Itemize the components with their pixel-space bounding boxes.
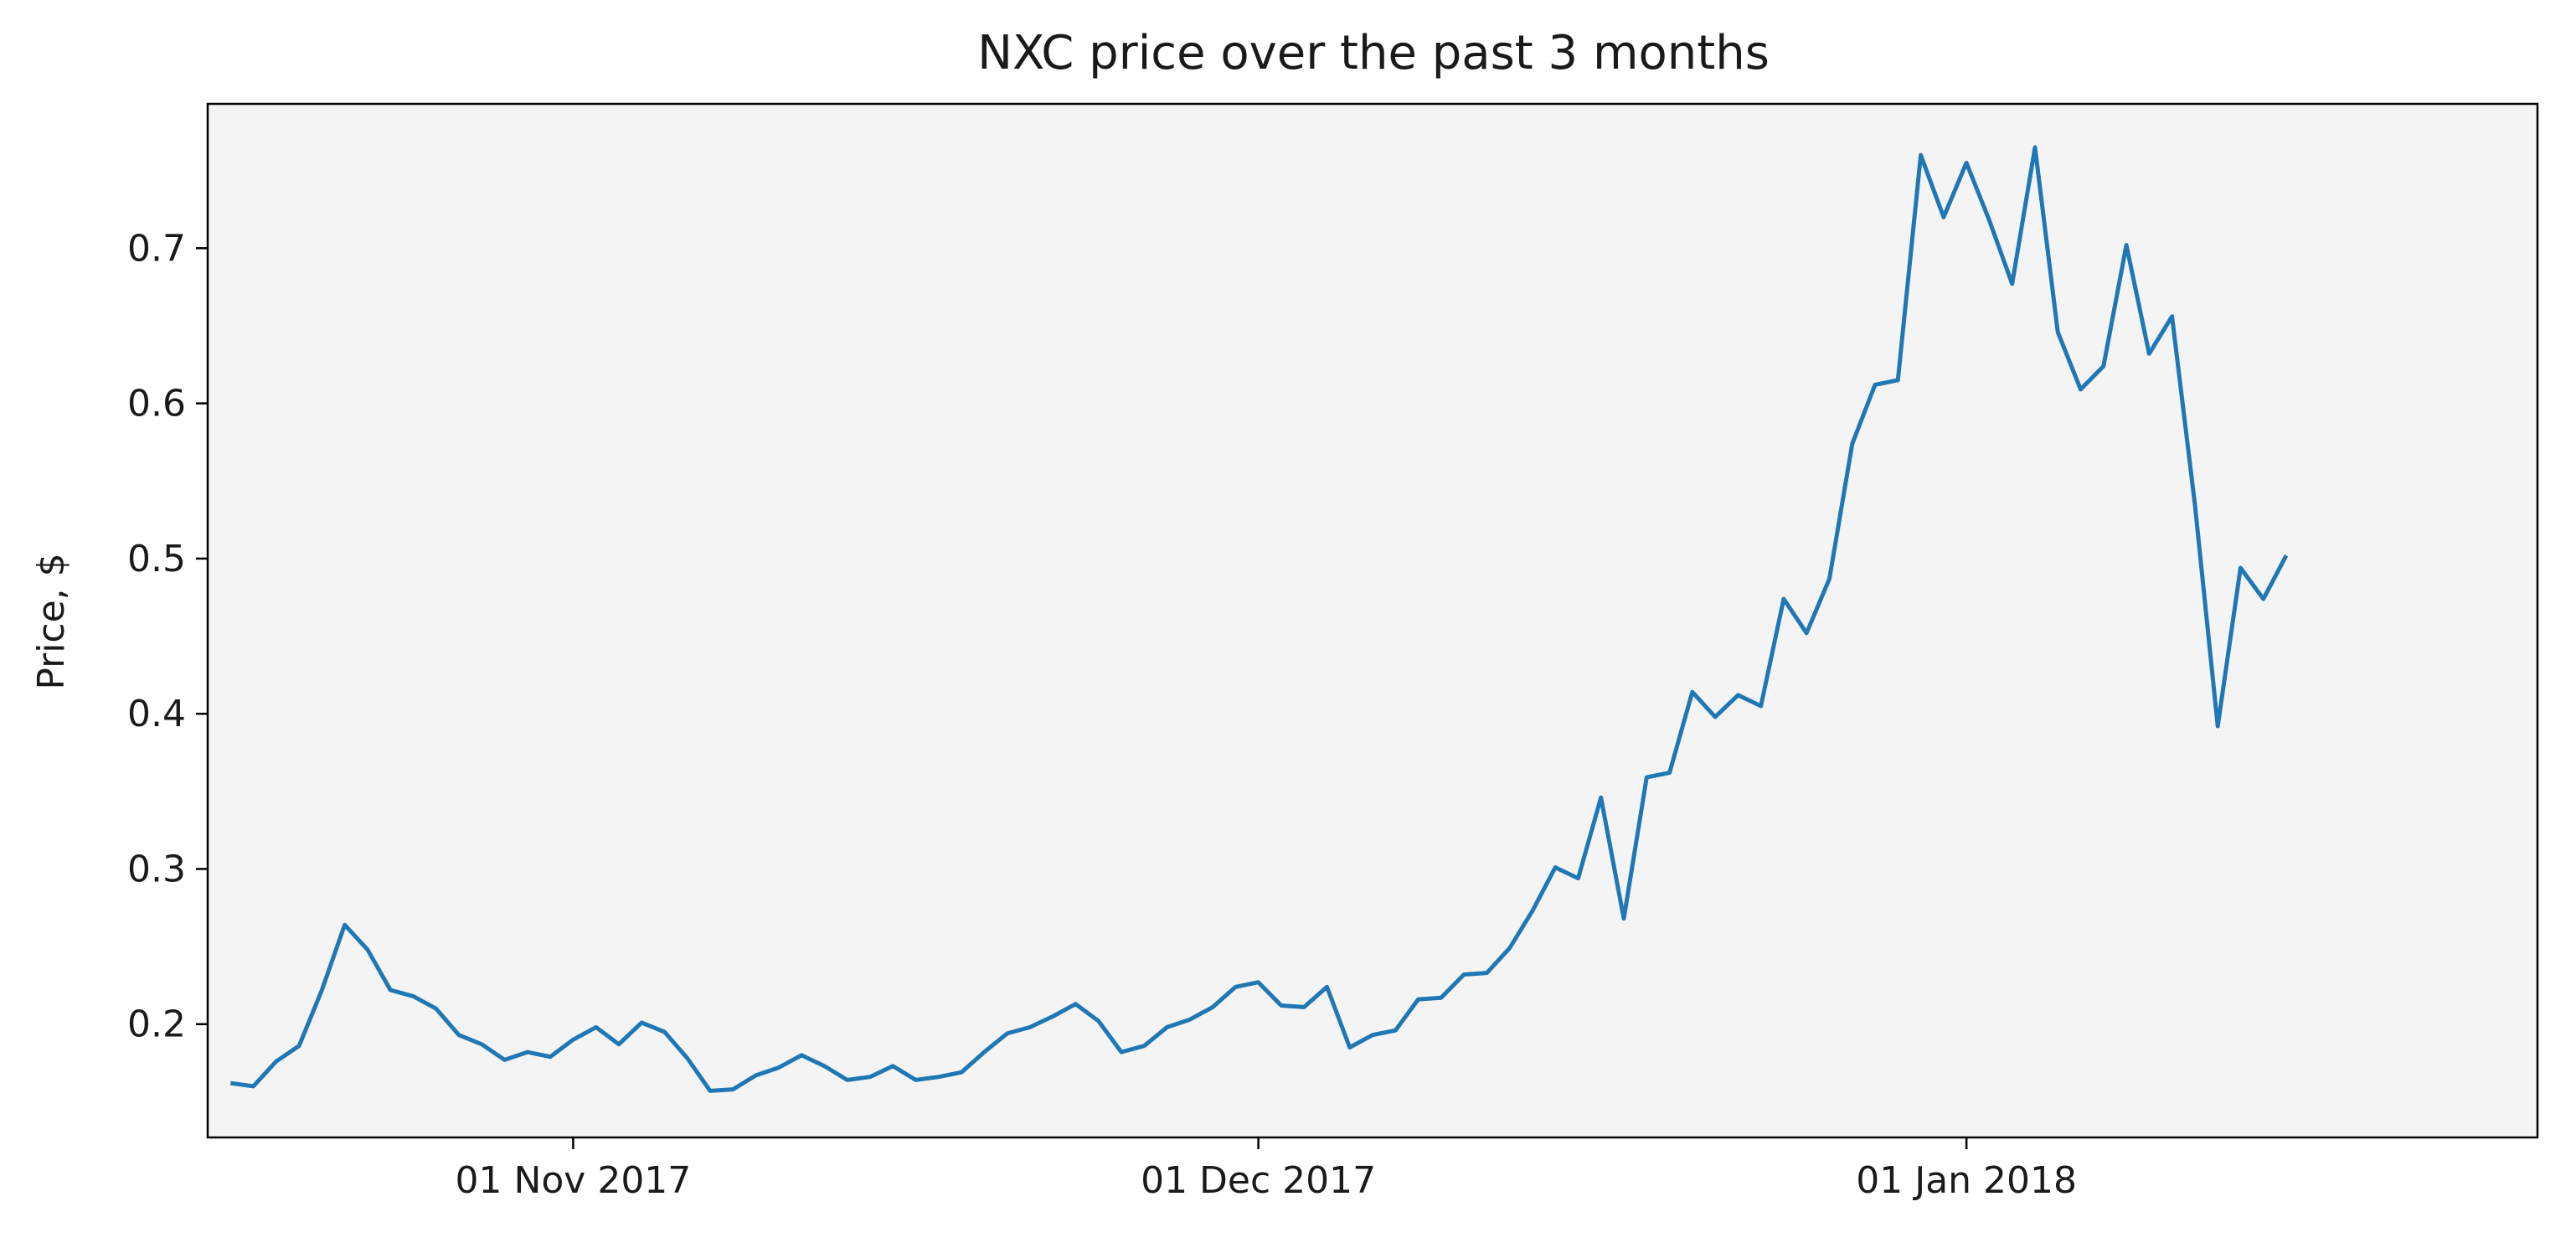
y-tick-label-2: 0.4 bbox=[127, 693, 186, 735]
plot-area bbox=[208, 104, 2537, 1137]
y-tick-label-0: 0.2 bbox=[127, 1003, 186, 1046]
y-tick-label-4: 0.6 bbox=[127, 383, 186, 425]
y-tick-label-1: 0.3 bbox=[127, 848, 186, 890]
y-axis: 0.2 0.3 0.4 0.5 0.6 0.7 bbox=[127, 227, 208, 1046]
x-tick-label-2: 01 Jan 2018 bbox=[1856, 1159, 2077, 1202]
x-tick-label-0: 01 Nov 2017 bbox=[455, 1159, 691, 1202]
chart-title: NXC price over the past 3 months bbox=[977, 26, 1770, 80]
y-tick-label-5: 0.7 bbox=[127, 227, 186, 270]
plot-frame bbox=[206, 102, 2539, 1139]
x-tick-label-1: 01 Dec 2017 bbox=[1141, 1159, 1376, 1202]
y-axis-label: Price, $ bbox=[30, 553, 73, 689]
x-axis: 01 Nov 2017 01 Dec 2017 01 Jan 2018 bbox=[455, 1137, 2077, 1202]
y-tick-label-3: 0.5 bbox=[127, 538, 186, 580]
chart-marks bbox=[229, 145, 2289, 1093]
series-line-0 bbox=[229, 145, 2289, 1093]
